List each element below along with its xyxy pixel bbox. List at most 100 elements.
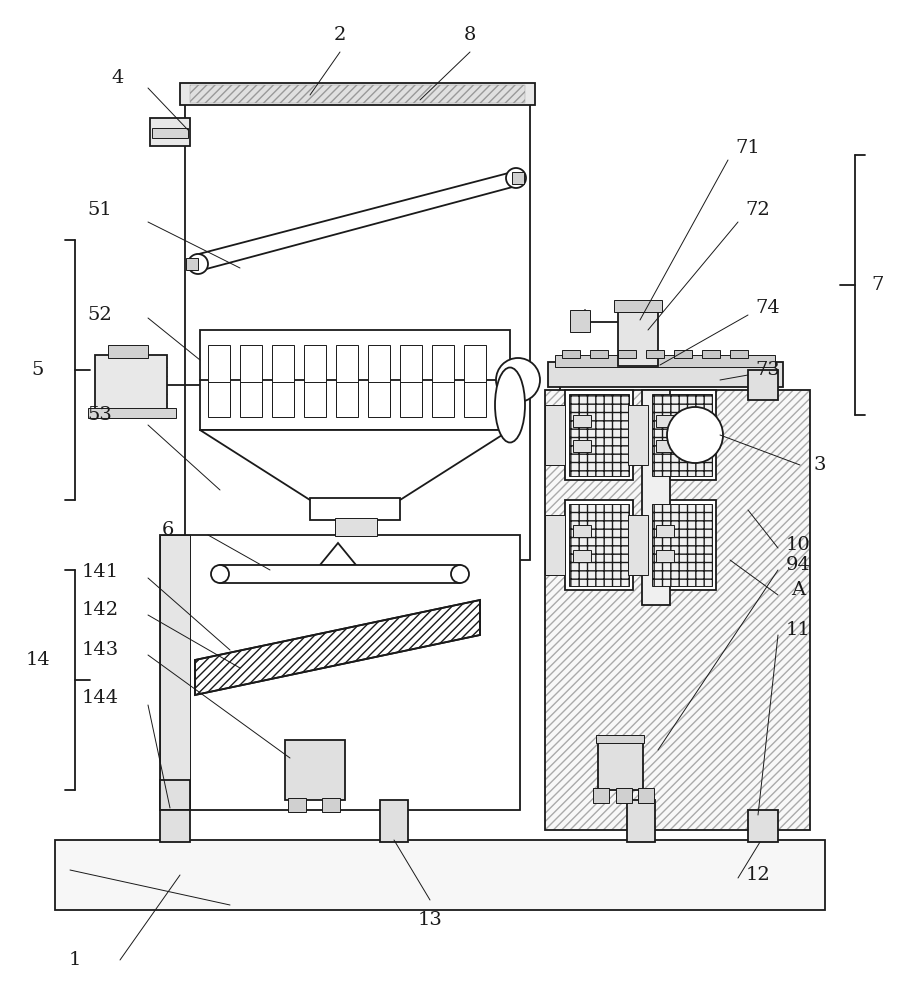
Text: 141: 141 [82,563,119,581]
Bar [562,350,580,358]
Bar [240,382,262,417]
Bar [190,85,525,103]
Bar [55,840,825,910]
Bar [656,525,674,537]
Bar [648,390,716,480]
Text: 72: 72 [746,201,770,219]
Text: 14: 14 [25,651,51,669]
Ellipse shape [495,367,525,442]
Bar [304,382,326,417]
Text: 10: 10 [785,536,810,554]
Circle shape [451,565,469,583]
Bar [160,780,190,810]
Bar [560,370,775,815]
Bar [336,382,358,417]
Polygon shape [195,600,480,695]
Bar [545,405,565,465]
Bar [152,128,188,138]
Bar [180,83,535,105]
Bar [185,95,530,560]
Text: A: A [791,581,805,599]
Bar [614,300,662,312]
Bar [565,390,633,480]
Bar [627,800,655,842]
Bar [656,550,674,562]
Bar [185,95,530,560]
Bar [88,408,176,418]
Bar [545,390,810,830]
Bar [656,415,674,427]
Text: 6: 6 [161,521,174,539]
Bar [400,382,422,417]
Bar [288,798,306,812]
Bar [748,370,778,400]
Circle shape [506,168,526,188]
Bar [400,345,422,415]
Bar [618,350,636,358]
Text: 142: 142 [82,601,119,619]
Bar [646,350,664,358]
Bar [160,535,520,810]
Bar [642,390,670,605]
Text: 94: 94 [785,556,811,574]
Bar [285,740,345,800]
Bar [335,518,377,536]
Bar [652,394,712,476]
Text: 13: 13 [417,911,443,929]
Bar [322,798,340,812]
Bar [565,500,633,590]
Bar [545,390,810,830]
Bar [310,498,400,520]
Circle shape [667,407,723,463]
Bar [573,525,591,537]
Polygon shape [195,170,520,272]
Bar [648,500,716,590]
Bar [304,345,326,415]
Bar [272,382,294,417]
Bar [160,535,520,810]
Bar [596,735,644,743]
Bar [432,345,454,415]
Bar [368,382,390,417]
Bar [569,394,629,476]
Text: 4: 4 [112,69,124,87]
Bar [208,345,230,415]
Bar [616,788,632,803]
Bar [573,550,591,562]
Text: 51: 51 [88,201,112,219]
Text: 73: 73 [756,361,780,379]
Bar [730,350,748,358]
Bar [628,515,648,575]
Bar [272,345,294,415]
Text: 12: 12 [746,866,770,884]
Bar [618,308,658,366]
Bar [590,350,608,358]
Text: 7: 7 [872,276,884,294]
Text: 5: 5 [32,361,44,379]
Bar [628,405,648,465]
Circle shape [211,565,229,583]
Bar [598,740,643,790]
Text: 74: 74 [756,299,780,317]
Text: 144: 144 [82,689,119,707]
Bar [548,362,783,387]
Bar [108,345,148,358]
Bar [464,382,486,417]
Bar [432,382,454,417]
Circle shape [188,254,208,274]
Text: 52: 52 [88,306,112,324]
Bar [656,440,674,452]
Bar [464,345,486,415]
Bar [748,810,778,842]
Polygon shape [320,543,356,565]
Bar [560,370,775,815]
Text: 3: 3 [814,456,826,474]
Bar [652,504,712,586]
Bar [674,350,692,358]
Bar [570,310,590,332]
Text: 8: 8 [463,26,476,44]
Bar [368,345,390,415]
Text: 71: 71 [736,139,760,157]
Bar [638,788,654,803]
Bar [593,788,609,803]
